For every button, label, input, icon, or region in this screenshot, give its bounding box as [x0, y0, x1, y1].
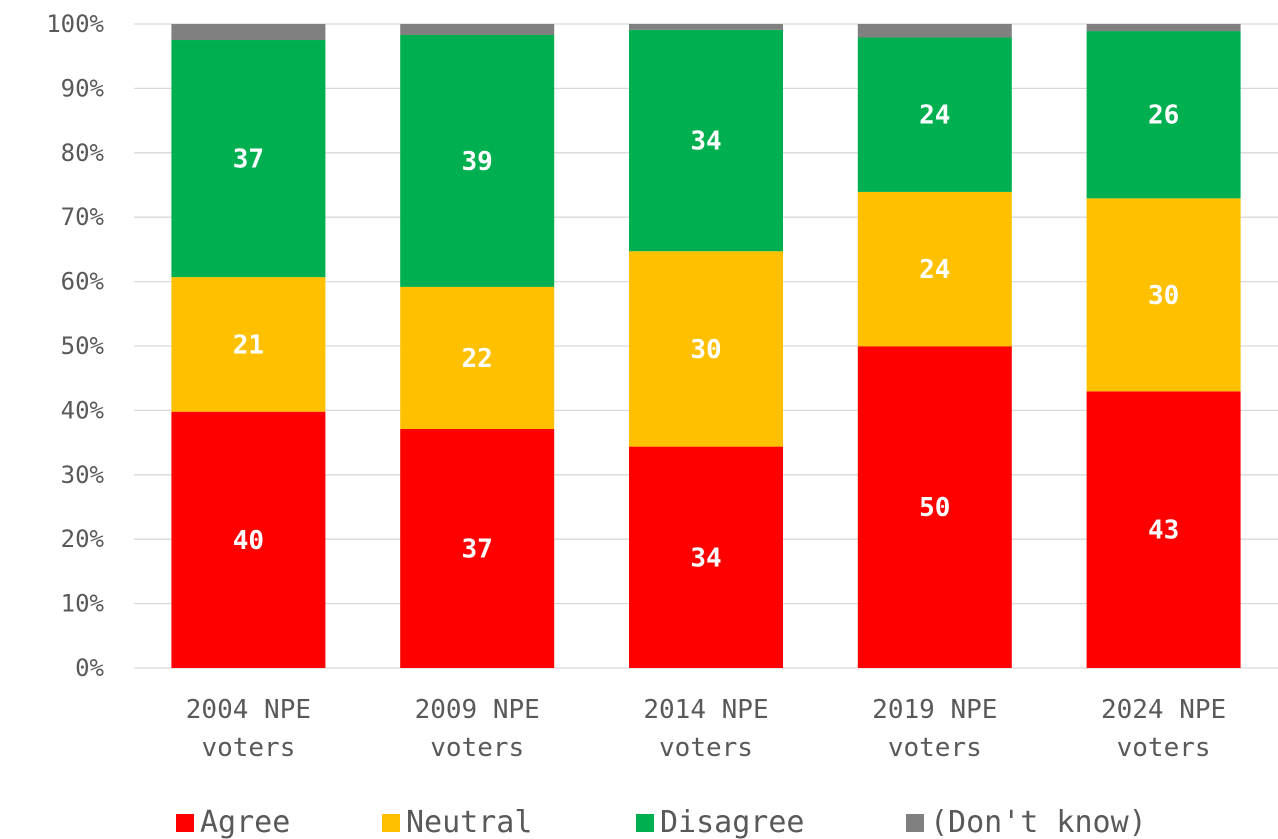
legend-swatch — [636, 814, 654, 832]
data-label: 22 — [462, 344, 493, 374]
legend-label: (Don't know) — [930, 805, 1147, 839]
data-label: 43 — [1148, 516, 1179, 546]
x-category-label: 2009 NPE — [415, 695, 540, 725]
x-category-label: 2024 NPE — [1101, 695, 1226, 725]
data-label: 30 — [690, 335, 721, 365]
legend: Agree Neutral Disagree (Don't know) — [176, 805, 1147, 839]
legend-swatch — [176, 814, 194, 832]
y-tick-label: 90% — [61, 74, 105, 102]
bar-segment-don-t-know — [1086, 24, 1241, 32]
y-tick-label: 70% — [61, 203, 105, 231]
data-label: 34 — [690, 543, 721, 573]
legend-label: Agree — [200, 805, 290, 839]
y-tick-label: 80% — [61, 139, 105, 167]
bar-segment-agree — [171, 411, 326, 668]
bar-segment-agree — [629, 446, 783, 668]
y-tick-label: 100% — [46, 10, 104, 38]
y-tick-label: 40% — [61, 396, 105, 424]
bar-segment-agree — [1086, 391, 1241, 668]
bar-segment-agree — [400, 429, 555, 668]
data-labels: 40 21 37 37 22 39 34 30 34 50 24 24 43 30 26 — [233, 101, 1180, 574]
data-label: 37 — [462, 535, 493, 565]
data-label: 34 — [690, 127, 721, 157]
x-category-label: voters — [888, 733, 982, 763]
x-category-label: voters — [430, 733, 524, 763]
y-axis-tick-labels: 0% 10% 20% 30% 40% 50% 60% 70% 80% 90% 100% — [46, 10, 104, 682]
bar-segment-disagree — [171, 40, 326, 278]
x-axis-category-labels: 2004 NPE voters 2009 NPE voters 2014 NPE vote… — [186, 695, 1226, 763]
legend-swatch — [906, 814, 924, 832]
y-tick-label: 50% — [61, 332, 105, 360]
bar-segment-neutral — [171, 277, 326, 412]
bar-segment-disagree — [400, 34, 555, 287]
y-tick-label: 20% — [61, 525, 105, 553]
x-category-label: voters — [201, 733, 295, 763]
legend-swatch — [382, 814, 400, 832]
x-category-label: voters — [1117, 733, 1211, 763]
data-label: 24 — [919, 101, 950, 131]
x-category-label: voters — [659, 733, 753, 763]
data-label: 37 — [233, 145, 264, 175]
bar-segment-disagree — [1086, 31, 1241, 199]
y-tick-label: 60% — [61, 268, 105, 296]
bar-segment-don-t-know — [629, 24, 783, 30]
y-tick-label: 10% — [61, 590, 105, 618]
data-label: 39 — [462, 147, 493, 177]
data-label: 50 — [919, 493, 950, 523]
data-label: 24 — [919, 255, 950, 285]
bar-segment-neutral — [629, 251, 783, 447]
data-label: 40 — [233, 526, 264, 556]
y-tick-label: 30% — [61, 461, 105, 489]
bar-segment-don-t-know — [400, 24, 555, 35]
legend-label: Disagree — [660, 805, 805, 839]
bar-segment-don-t-know — [857, 24, 1012, 38]
bar-segment-agree — [857, 346, 1012, 668]
data-label: 30 — [1148, 281, 1179, 311]
data-label: 21 — [233, 330, 264, 360]
legend-label: Neutral — [406, 805, 532, 839]
x-category-label: 2019 NPE — [872, 695, 997, 725]
data-label: 26 — [1148, 101, 1179, 131]
bars — [171, 24, 1241, 668]
y-tick-label: 0% — [75, 654, 104, 682]
bar-segment-neutral — [857, 191, 1012, 347]
bar-segment-neutral — [1086, 198, 1241, 392]
bar-segment-disagree — [629, 29, 783, 252]
bar-segment-disagree — [857, 37, 1012, 192]
bar-segment-don-t-know — [171, 24, 326, 41]
x-category-label: 2014 NPE — [643, 695, 768, 725]
bar-segment-neutral — [400, 286, 555, 430]
x-category-label: 2004 NPE — [186, 695, 311, 725]
